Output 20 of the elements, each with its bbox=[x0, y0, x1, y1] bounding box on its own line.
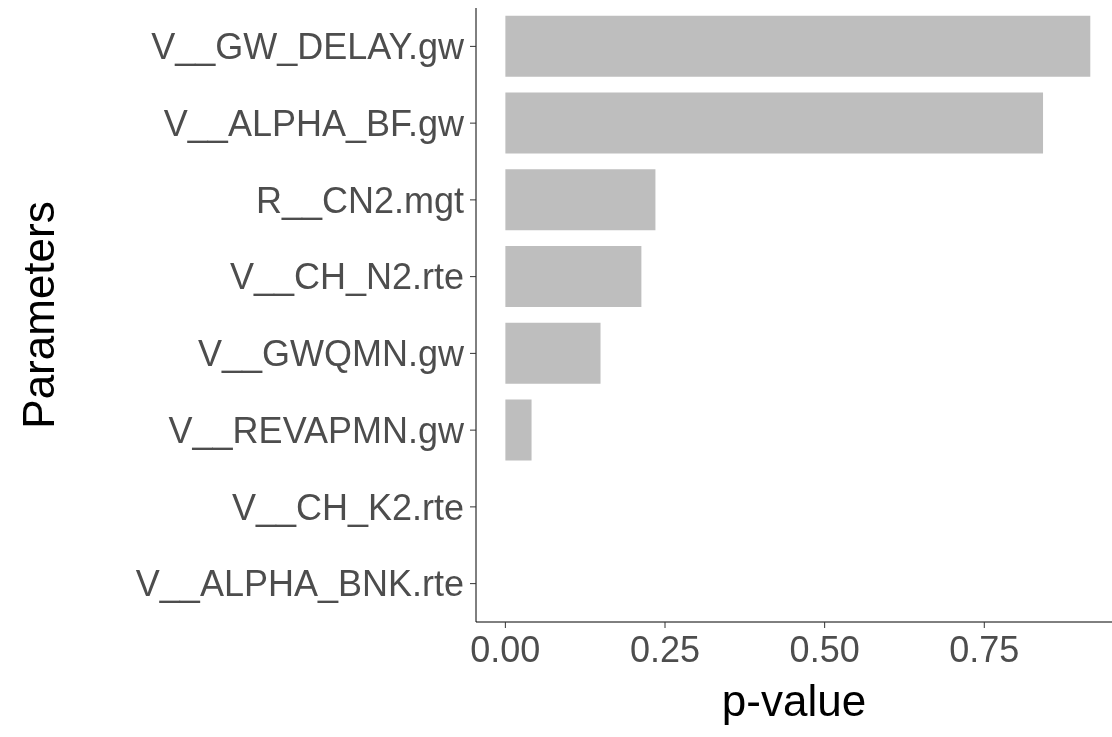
bar bbox=[505, 92, 1044, 154]
y-tick-label: V__REVAPMN.gw bbox=[168, 409, 465, 451]
y-tick-label: V__CH_K2.rte bbox=[231, 486, 464, 528]
x-tick-label: 0.75 bbox=[949, 628, 1020, 670]
bar bbox=[505, 15, 1091, 77]
bar bbox=[505, 169, 656, 231]
x-axis-title: p-value bbox=[721, 676, 867, 725]
x-tick-label: 0.25 bbox=[629, 628, 701, 670]
bar bbox=[505, 322, 601, 384]
y-tick-label: V__GWQMN.gw bbox=[197, 333, 465, 375]
y-tick-label: V__ALPHA_BF.gw bbox=[163, 102, 465, 144]
x-tick-label: 0.50 bbox=[789, 628, 860, 670]
y-tick-label: V__GW_DELAY.gw bbox=[151, 26, 465, 68]
y-tick-label: V__ALPHA_BNK.rte bbox=[135, 563, 464, 605]
y-axis-title: Parameters bbox=[13, 201, 63, 429]
y-tick-label: R__CN2.mgt bbox=[255, 179, 464, 221]
y-tick-label: V__CH_N2.rte bbox=[229, 256, 464, 298]
bar bbox=[505, 245, 642, 307]
bar bbox=[505, 399, 532, 461]
x-tick-label: 0.00 bbox=[470, 628, 541, 670]
